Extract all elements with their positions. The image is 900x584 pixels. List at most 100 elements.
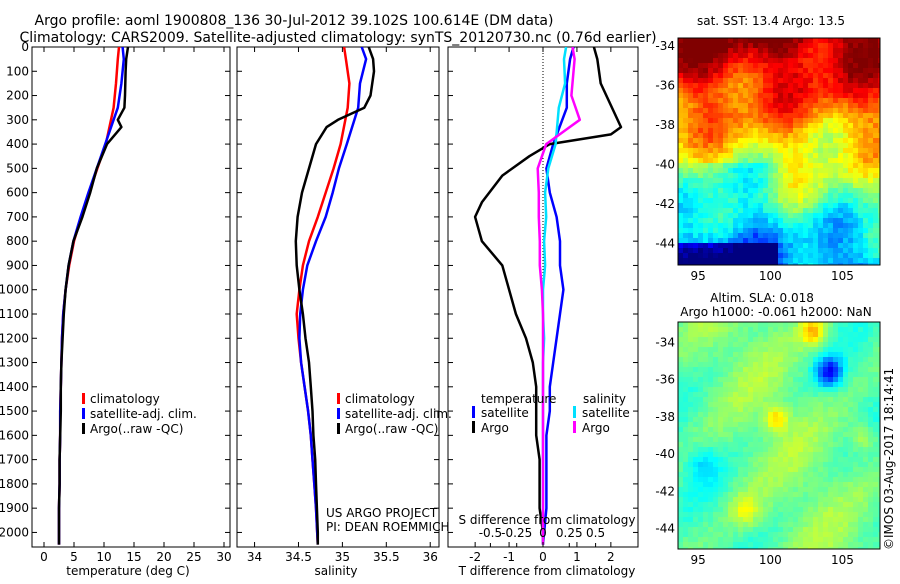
sst-cell xyxy=(698,208,704,214)
sla-cell xyxy=(748,527,754,533)
sst-cell xyxy=(738,198,744,204)
sst-cell xyxy=(858,173,864,179)
sla-cell xyxy=(863,537,869,543)
sla-cell xyxy=(748,512,754,518)
sla-cell xyxy=(843,342,849,348)
depth-tick-label: 600 xyxy=(6,186,29,200)
sst-cell xyxy=(873,73,879,79)
sla-cell xyxy=(853,432,859,438)
sla-cell xyxy=(853,347,859,353)
sst-cell xyxy=(683,53,689,59)
sla-cell xyxy=(748,507,754,513)
sla-cell xyxy=(693,522,699,528)
sla-cell xyxy=(678,537,684,543)
sla-cell xyxy=(728,452,734,458)
sla-cell xyxy=(813,507,819,513)
sla-cell xyxy=(873,432,879,438)
sst-cell xyxy=(698,233,704,239)
sst-cell xyxy=(763,103,769,109)
sst-cell xyxy=(778,213,784,219)
sst-cell xyxy=(753,138,759,144)
sla-cell xyxy=(833,537,839,543)
sst-cell xyxy=(763,168,769,174)
sla-cell xyxy=(858,382,864,388)
sla-cell xyxy=(823,472,829,478)
sst-cell xyxy=(693,88,699,94)
sla-cell xyxy=(743,427,749,433)
sst-cell xyxy=(813,138,819,144)
sla-cell xyxy=(843,487,849,493)
sst-cell xyxy=(798,63,804,69)
sla-cell xyxy=(833,387,839,393)
sla-cell xyxy=(853,502,859,508)
sla-cell xyxy=(853,337,859,343)
sla-cell xyxy=(863,362,869,368)
sst-cell xyxy=(748,228,754,234)
sst-cell xyxy=(863,168,869,174)
sla-cell xyxy=(763,327,769,333)
sst-cell xyxy=(818,263,824,265)
sla-cell xyxy=(803,377,809,383)
sst-cell xyxy=(858,228,864,234)
sst-cell xyxy=(688,233,694,239)
sla-cell xyxy=(838,472,844,478)
sla-cell xyxy=(783,492,789,498)
sla-cell xyxy=(863,357,869,363)
sst-cell xyxy=(753,118,759,124)
sst-cell xyxy=(723,43,729,49)
sst-cell xyxy=(878,128,880,134)
sla-cell xyxy=(703,397,709,403)
sla-cell xyxy=(843,447,849,453)
sst-cell xyxy=(798,193,804,199)
sla-cell xyxy=(808,462,814,468)
sla-cell xyxy=(798,392,804,398)
sla-cell xyxy=(863,327,869,333)
sla-cell xyxy=(778,527,784,533)
sst-cell xyxy=(793,83,799,89)
sla-cell xyxy=(753,427,759,433)
sst-cell xyxy=(738,88,744,94)
sla-cell xyxy=(768,432,774,438)
sla-cell xyxy=(833,332,839,338)
sla-cell xyxy=(688,447,694,453)
sla-cell xyxy=(713,372,719,378)
sla-cell xyxy=(728,332,734,338)
sst-cell xyxy=(708,178,714,184)
sst-cell xyxy=(728,108,734,114)
sst-cell xyxy=(703,103,709,109)
sla-cell xyxy=(708,457,714,463)
sla-cell xyxy=(753,502,759,508)
sst-cell xyxy=(708,118,714,124)
sst-cell xyxy=(823,208,829,214)
sst-cell xyxy=(823,253,829,259)
series-t-satellite xyxy=(541,47,575,545)
sst-cell xyxy=(843,223,849,229)
sla-cell xyxy=(823,452,829,458)
sla-cell xyxy=(813,427,819,433)
sst-cell xyxy=(813,173,819,179)
sla-cell xyxy=(823,377,829,383)
sst-cell xyxy=(758,178,764,184)
sla-cell xyxy=(773,347,779,353)
sst-cell xyxy=(803,258,809,264)
sst-cell xyxy=(798,73,804,79)
sla-cell xyxy=(828,467,834,473)
sst-cell xyxy=(828,113,834,119)
sst-cell xyxy=(738,78,744,84)
sst-cell xyxy=(718,83,724,89)
sst-cell xyxy=(743,228,749,234)
sla-cell xyxy=(683,447,689,453)
sla-cell xyxy=(763,522,769,528)
sst-cell xyxy=(813,113,819,119)
sla-cell xyxy=(703,407,709,413)
sst-cell xyxy=(683,98,689,104)
sla-cell xyxy=(828,377,834,383)
sst-cell xyxy=(743,163,749,169)
sla-cell xyxy=(858,397,864,403)
sst-cell xyxy=(768,63,774,69)
sla-cell xyxy=(813,517,819,523)
sla-cell xyxy=(708,357,714,363)
sla-cell xyxy=(698,542,704,548)
sst-cell xyxy=(718,73,724,79)
sst-cell xyxy=(778,168,784,174)
